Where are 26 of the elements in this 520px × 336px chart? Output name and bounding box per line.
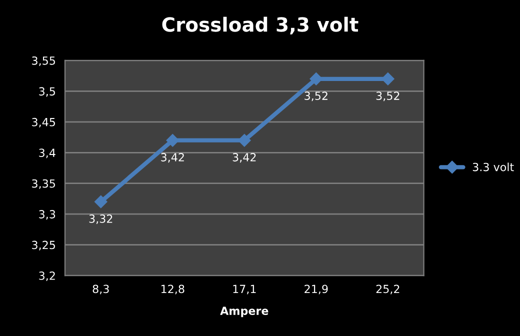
x-tick-label: 8,3 <box>92 284 109 294</box>
data-label: 3,52 <box>304 92 328 102</box>
data-label: 3,42 <box>232 153 256 163</box>
x-axis-title: Ampere <box>220 306 268 318</box>
legend-label: 3.3 volt <box>472 162 514 172</box>
y-tick-label: 3,2 <box>39 271 55 282</box>
x-tick-label: 12,8 <box>161 284 184 294</box>
data-label: 3,52 <box>376 92 400 102</box>
y-tick-label: 3,45 <box>32 118 55 128</box>
x-tick-label: 17,1 <box>233 284 256 294</box>
point <box>382 72 394 86</box>
y-tick-label: 3,3 <box>39 210 56 220</box>
point <box>94 195 108 208</box>
y-tick-label: 3,5 <box>39 87 55 97</box>
chart-title: Crossload 3,3 volt <box>162 16 358 34</box>
data-label: 3,42 <box>161 153 184 163</box>
y-tick-label: 3,55 <box>32 56 55 66</box>
y-tick-label: 3,25 <box>32 240 55 250</box>
point <box>166 134 180 147</box>
x-tick-label: 25,2 <box>376 284 400 294</box>
point <box>310 72 323 86</box>
point <box>238 134 251 147</box>
x-tick-label: 21,9 <box>304 284 328 294</box>
y-tick-label: 3,4 <box>39 148 56 158</box>
data-label: 3,32 <box>89 214 112 224</box>
y-tick-label: 3,35 <box>32 179 55 189</box>
